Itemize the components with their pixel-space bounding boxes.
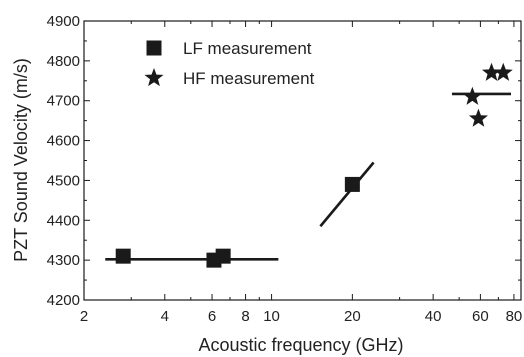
legend-marker-square [146,40,162,56]
y-tick-label: 4200 [47,292,80,309]
lf-data-point [215,248,231,264]
legend-label: HF measurement [183,69,315,88]
y-tick-label: 4300 [47,252,80,269]
hf-data-point [482,62,502,81]
x-tick-label: 4 [161,308,169,325]
legend-label: LF measurement [183,39,312,58]
lf-data-point [115,248,131,264]
y-tick-label: 4600 [47,133,80,150]
x-tick-label: 2 [80,308,88,325]
lf-data-point [344,176,360,192]
fit-lines [105,92,511,261]
x-tick-label: 10 [263,308,280,325]
x-tick-label: 40 [425,308,442,325]
legend: LF measurement HF measurement [144,39,315,88]
x-tick-label: 80 [506,308,523,325]
x-tick-label: 8 [241,308,249,325]
x-tick-label: 60 [472,308,489,325]
legend-marker-star [144,68,164,87]
ticks: 2 4 6 8 10 20 40 60 80 4200 4300 4400 4500 4600 4700 48… [47,13,523,325]
hf-data-point [493,62,513,81]
fit-line [319,161,375,228]
x-tick-label: 6 [208,308,216,325]
y-tick-label: 4800 [47,53,80,70]
y-axis-title: PZT Sound Velocity (m/s) [11,58,31,262]
markers [115,62,513,268]
x-axis-title: Acoustic frequency (GHz) [198,335,403,355]
hf-data-point [468,108,488,127]
y-tick-label: 4400 [47,212,80,229]
y-tick-label: 4900 [47,13,80,30]
y-tick-label: 4700 [47,93,80,110]
hf-data-point [462,86,482,105]
y-tick-label: 4500 [47,172,80,189]
x-tick-label: 20 [344,308,361,325]
